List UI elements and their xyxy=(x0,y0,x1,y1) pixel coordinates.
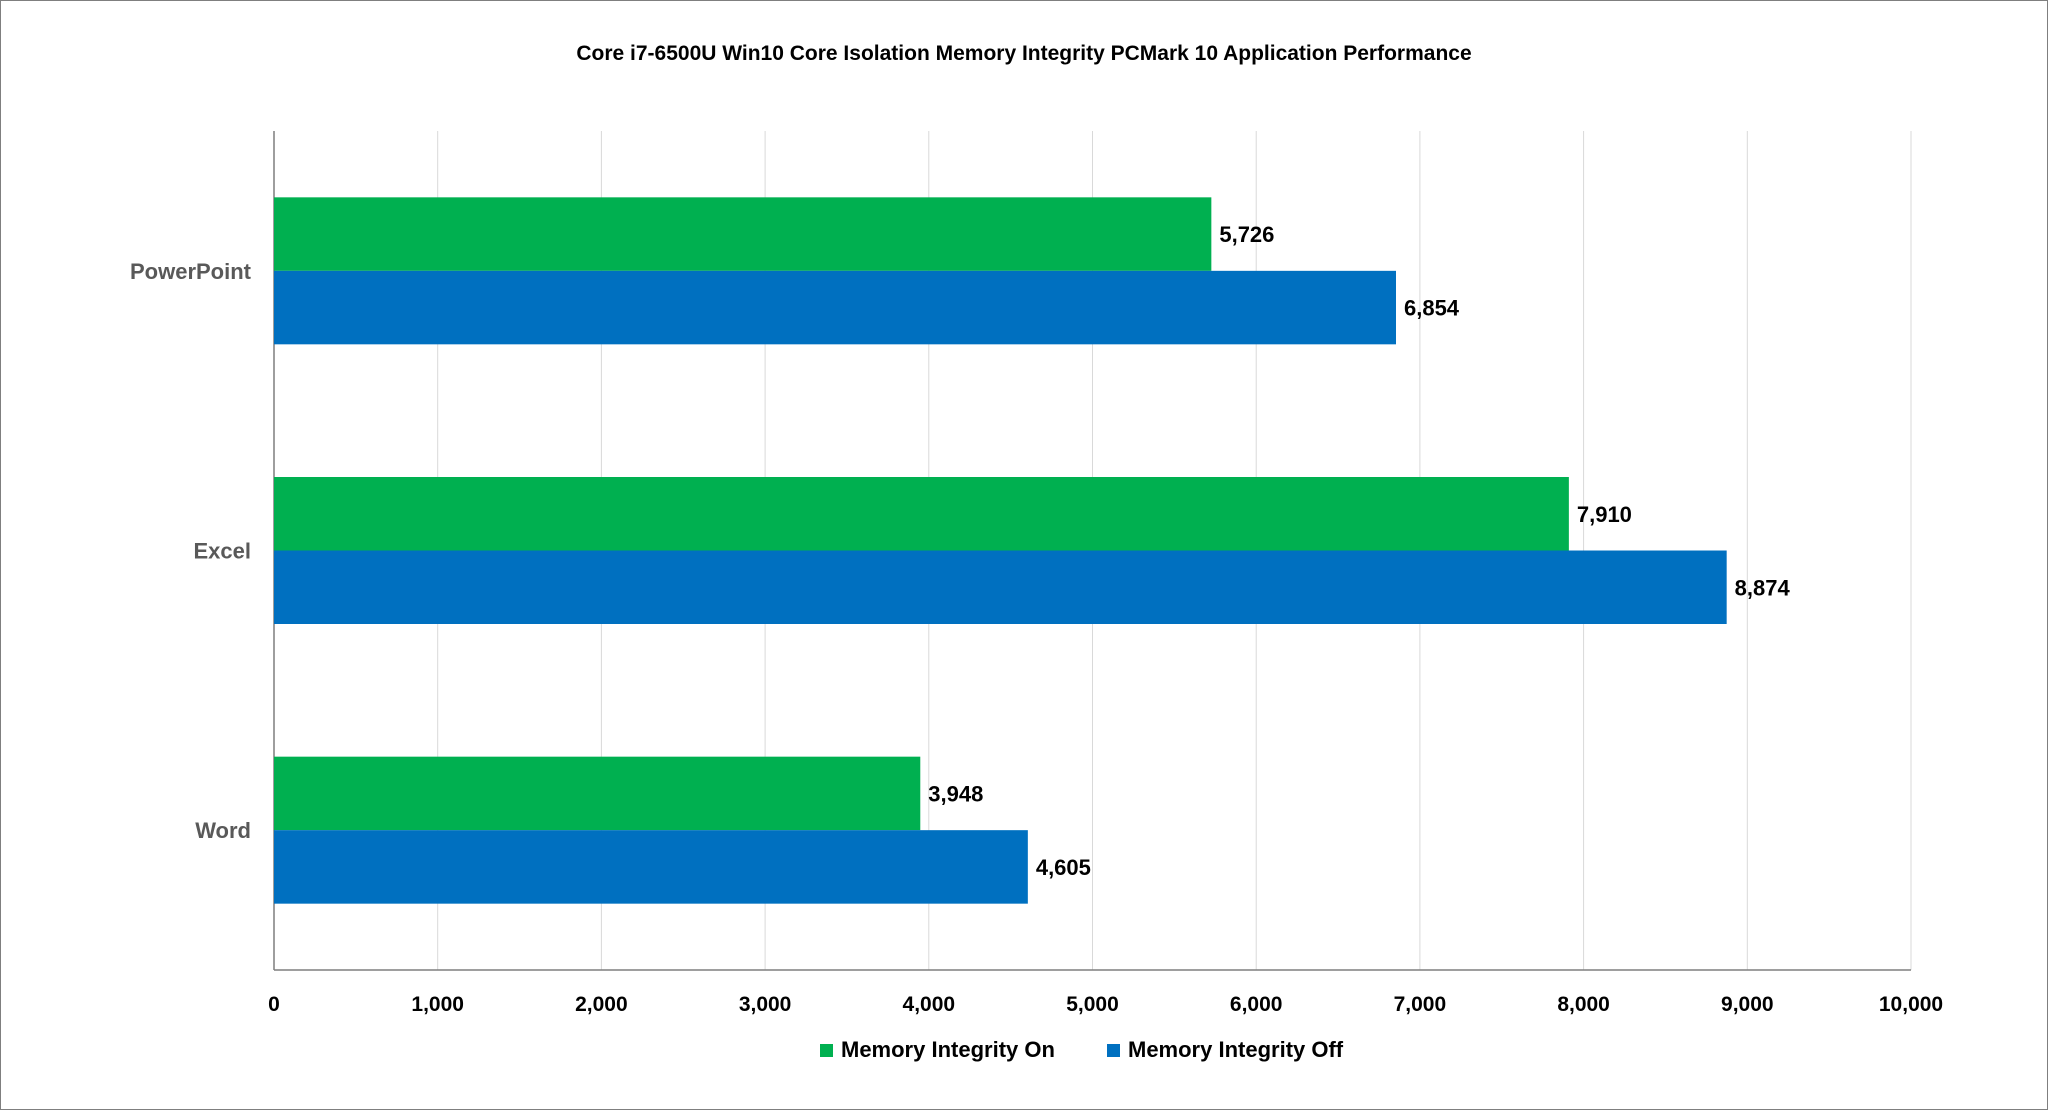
category-label: PowerPoint xyxy=(130,259,252,284)
bar xyxy=(274,550,1727,624)
x-tick-label: 3,000 xyxy=(739,993,792,1016)
x-tick-label: 6,000 xyxy=(1230,993,1283,1016)
x-tick-label: 1,000 xyxy=(411,993,464,1016)
bar xyxy=(274,270,1396,345)
x-tick-label: 7,000 xyxy=(1394,993,1447,1016)
x-tick-label: 2,000 xyxy=(575,993,628,1016)
legend-label-off: Memory Integrity Off xyxy=(1128,1037,1344,1062)
bar xyxy=(274,830,1028,904)
legend-swatch-on xyxy=(820,1043,833,1057)
legend-item-on: Memory Integrity On xyxy=(820,1037,1055,1063)
data-label: 7,910 xyxy=(1577,502,1632,527)
x-tick-label: 10,000 xyxy=(1879,993,1943,1016)
x-tick-label: 9,000 xyxy=(1721,993,1774,1016)
data-label: 4,605 xyxy=(1036,855,1091,880)
category-label: Word xyxy=(195,818,251,843)
legend-swatch-off xyxy=(1107,1043,1120,1057)
x-tick-label: 8,000 xyxy=(1557,993,1610,1016)
bar xyxy=(274,477,1569,551)
legend-label-on: Memory Integrity On xyxy=(841,1037,1055,1062)
x-tick-label: 0 xyxy=(268,993,280,1016)
data-label: 5,726 xyxy=(1219,222,1274,247)
bar xyxy=(274,756,921,831)
data-label: 3,948 xyxy=(928,781,983,806)
legend-item-off: Memory Integrity Off xyxy=(1107,1037,1343,1063)
category-label: Excel xyxy=(194,539,252,564)
data-label: 8,874 xyxy=(1735,575,1791,600)
chart-title: Core i7-6500U Win10 Core Isolation Memor… xyxy=(576,42,1472,65)
data-label: 6,854 xyxy=(1404,296,1460,321)
x-tick-label: 4,000 xyxy=(903,993,956,1016)
bar xyxy=(274,197,1212,271)
x-tick-label: 5,000 xyxy=(1066,993,1119,1016)
